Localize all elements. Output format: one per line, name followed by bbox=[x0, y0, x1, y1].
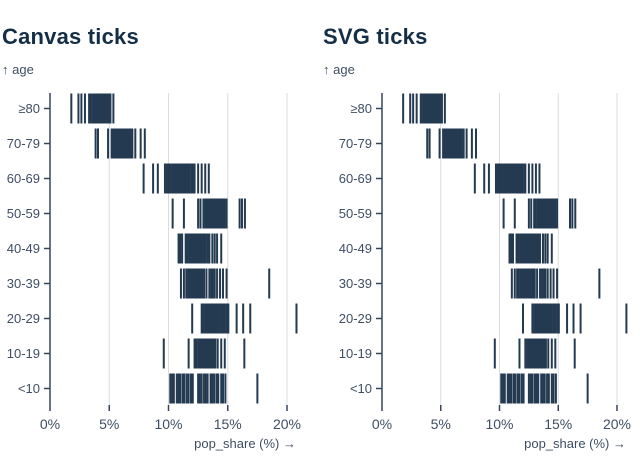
x-tick-label: 15% bbox=[214, 416, 242, 432]
y-tick-label: 50-59 bbox=[339, 206, 372, 221]
tick-row bbox=[70, 93, 115, 124]
y-tick-label: ≥80 bbox=[18, 101, 40, 116]
canvas-ticks-chart: ≥80 70-79 60-69 50-59 40-49 30-39 20-29 10-19 <1… bbox=[7, 93, 301, 432]
y-tick-label: ≥80 bbox=[350, 101, 372, 116]
y-tick-label: 70-79 bbox=[339, 136, 372, 151]
tick-row bbox=[510, 268, 601, 299]
tick-row bbox=[426, 128, 477, 159]
x-tick-label: 10% bbox=[485, 416, 513, 432]
x-tick-label: 0% bbox=[40, 416, 60, 432]
tick-row bbox=[502, 198, 577, 229]
y-tick-label: 70-79 bbox=[7, 136, 40, 151]
y-axis: ≥80 70-79 60-69 50-59 40-49 30-39 20-29 10-19 <1… bbox=[339, 93, 383, 411]
x-tick-label: 5% bbox=[431, 416, 451, 432]
y-tick-label: 30-39 bbox=[339, 276, 372, 291]
y-axis-label: ↑ age bbox=[323, 62, 355, 77]
tick-row bbox=[177, 233, 223, 264]
tick-row bbox=[473, 163, 541, 194]
x-axis: 0% 5% 10% 15% 20% bbox=[372, 405, 631, 432]
tick-row bbox=[162, 338, 246, 369]
x-tick-label: 5% bbox=[99, 416, 119, 432]
tick-row bbox=[171, 198, 246, 229]
x-tick-label: 20% bbox=[273, 416, 301, 432]
tick-row bbox=[191, 303, 298, 334]
x-tick-label: 20% bbox=[603, 416, 631, 432]
y-tick-label: 10-19 bbox=[7, 346, 40, 361]
y-tick-label: 20-29 bbox=[7, 311, 40, 326]
x-tick-label: 0% bbox=[372, 416, 392, 432]
x-axis-label: pop_share (%) → bbox=[524, 436, 626, 451]
x-axis-label: pop_share (%) → bbox=[194, 436, 296, 451]
chart-title-canvas: Canvas ticks bbox=[2, 24, 139, 49]
svg-ticks-chart: ≥80 70-79 60-69 50-59 40-49 30-39 20-29 10-19 <1… bbox=[339, 93, 631, 432]
tick-row bbox=[142, 163, 210, 194]
y-axis-label: ↑ age bbox=[2, 62, 34, 77]
y-axis: ≥80 70-79 60-69 50-59 40-49 30-39 20-29 10-19 <1… bbox=[7, 93, 51, 411]
tick-row bbox=[508, 233, 553, 264]
gridlines bbox=[440, 93, 618, 405]
x-tick-label: 10% bbox=[154, 416, 182, 432]
tick-row bbox=[493, 338, 576, 369]
chart-title-svg: SVG ticks bbox=[323, 24, 428, 49]
tick-row bbox=[402, 93, 446, 124]
y-tick-label: <10 bbox=[350, 381, 372, 396]
tick-row bbox=[500, 373, 589, 404]
x-tick-label: 15% bbox=[544, 416, 572, 432]
y-tick-label: 30-39 bbox=[7, 276, 40, 291]
y-tick-label: 60-69 bbox=[7, 171, 40, 186]
y-tick-label: 40-49 bbox=[7, 241, 40, 256]
y-tick-label: 20-29 bbox=[339, 311, 372, 326]
chart-panel-svg: SVG ticks ↑ age ≥80 70-79 60-69 50-59 40-49 3… bbox=[320, 0, 640, 466]
y-tick-label: 50-59 bbox=[7, 206, 40, 221]
y-tick-label: 10-19 bbox=[339, 346, 372, 361]
tick-row bbox=[522, 303, 628, 334]
tick-row bbox=[94, 128, 146, 159]
tick-row bbox=[179, 268, 271, 299]
gridlines bbox=[108, 93, 288, 405]
tick-row bbox=[169, 373, 259, 404]
chart-panel-canvas: Canvas ticks ↑ age ≥80 70-79 60-69 50-59 40-… bbox=[2, 24, 301, 451]
y-tick-label: <10 bbox=[18, 381, 40, 396]
y-tick-label: 60-69 bbox=[339, 171, 372, 186]
x-axis: 0% 5% 10% 15% 20% bbox=[40, 405, 301, 432]
y-tick-label: 40-49 bbox=[339, 241, 372, 256]
